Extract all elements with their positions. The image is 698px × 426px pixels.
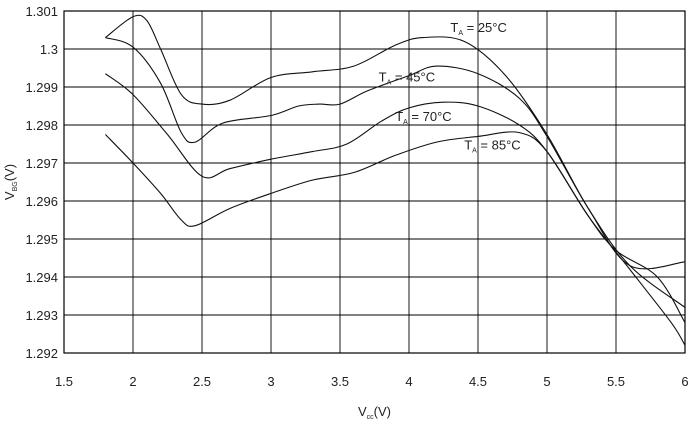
series-label-3: TA = 70°C	[395, 109, 452, 126]
series-label-rest: = 85°C	[477, 138, 521, 153]
grid	[63, 10, 686, 354]
series-label-sub: A	[387, 79, 392, 86]
series-label-rest: = 70°C	[408, 109, 452, 124]
y-axis-label: VBG(V)	[2, 164, 19, 200]
series-line-1	[105, 14, 686, 308]
y-tick-label: 1.298	[25, 118, 58, 133]
x-tick-label: 2	[129, 374, 136, 389]
x-tick-label: 5	[543, 374, 550, 389]
x-tick-labels: 1.5 2 2.5 3 3.5 4 4.5 5 5.5 6	[55, 374, 689, 389]
y-axis-label-sub: BG	[12, 181, 19, 191]
series-labels: TA = 25°CTA = 45°CTA = 70°CTA = 85°C	[379, 20, 521, 155]
series-line-2	[105, 37, 686, 270]
series-label-sub: A	[458, 30, 463, 37]
x-axis-label: Vcc(V)	[358, 404, 391, 421]
series-label-2: TA = 45°C	[379, 69, 436, 86]
x-tick-label: 1.5	[55, 374, 73, 389]
x-tick-label: 3	[267, 374, 274, 389]
series-label-main: T	[450, 20, 458, 35]
x-axis-label-unit: (V)	[374, 404, 391, 419]
series-label-main: T	[379, 69, 387, 84]
series-label-rest: = 25°C	[463, 20, 507, 35]
y-tick-label: 1.295	[25, 232, 58, 247]
x-tick-label: 2.5	[193, 374, 211, 389]
x-tick-label: 5.5	[607, 374, 625, 389]
y-tick-label: 1.299	[25, 80, 58, 95]
y-axis-label-unit: (V)	[2, 164, 17, 181]
y-tick-label: 1.301	[25, 4, 58, 19]
series-lines	[105, 14, 686, 346]
y-tick-label: 1.296	[25, 194, 58, 209]
y-axis-label-main: V	[2, 191, 17, 200]
series-label-4: TA = 85°C	[464, 138, 521, 155]
series-label-main: T	[464, 138, 472, 153]
y-tick-label: 1.297	[25, 156, 58, 171]
series-label-rest: = 45°C	[391, 69, 435, 84]
y-tick-labels: 1.292 1.293 1.294 1.295 1.296 1.297 1.298 1.299…	[25, 4, 58, 361]
y-tick-label: 1.3	[40, 42, 58, 57]
series-label-sub: A	[403, 119, 408, 126]
series-line-4	[105, 131, 686, 346]
y-tick-label: 1.292	[25, 346, 58, 361]
x-tick-label: 4.5	[469, 374, 487, 389]
y-tick-label: 1.294	[25, 270, 58, 285]
series-label-1: TA = 25°C	[450, 20, 507, 37]
x-tick-label: 3.5	[331, 374, 349, 389]
x-tick-label: 4	[405, 374, 412, 389]
x-axis-label-main: V	[358, 404, 367, 419]
x-tick-label: 6	[681, 374, 688, 389]
y-tick-label: 1.293	[25, 308, 58, 323]
series-label-sub: A	[472, 148, 477, 155]
series-label-main: T	[395, 109, 403, 124]
x-axis-label-sub: cc	[367, 414, 375, 421]
plot-frame	[63, 10, 686, 354]
